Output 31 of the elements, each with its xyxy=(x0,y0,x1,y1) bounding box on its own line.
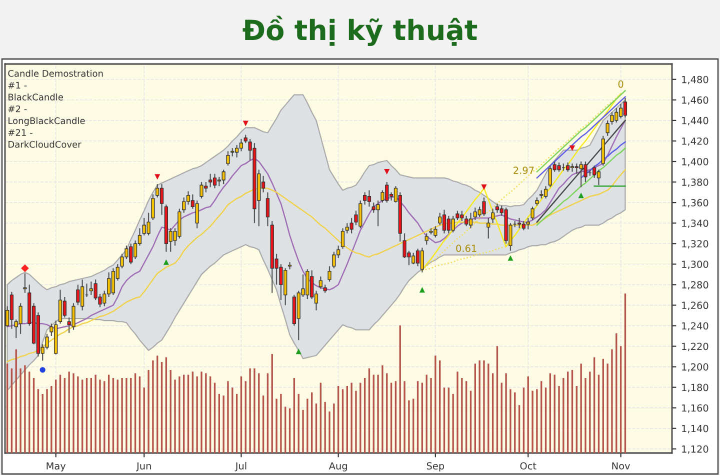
y-tick-label: 1,180 xyxy=(682,384,708,392)
x-tick-label: Sep xyxy=(426,462,444,472)
y-tick-label: 1,340 xyxy=(682,220,708,228)
y-tick-label: 1,360 xyxy=(682,199,708,208)
y-tick-label: 1,160 xyxy=(682,404,708,413)
series-label: 2.97 xyxy=(514,166,534,174)
series-label: 0 xyxy=(618,80,624,88)
series-label: 0.61 xyxy=(456,244,476,252)
y-tick-label: 1,220 xyxy=(682,342,708,352)
chart-title: Đồ thị kỹ thuật xyxy=(242,16,478,46)
y-tick-label: 1,280 xyxy=(682,281,708,290)
y-tick-label: 1,320 xyxy=(682,240,708,248)
y-tick-label: 1,200 xyxy=(682,363,708,372)
y-tick-label: 1,380 xyxy=(682,178,708,187)
x-tick-label: Oct xyxy=(520,462,536,470)
x-tick-label: Jul xyxy=(234,462,246,472)
y-tick-label: 1,260 xyxy=(682,302,708,310)
x-tick-label: Jun xyxy=(136,462,151,472)
x-tick-label: Nov xyxy=(612,462,630,470)
annotation: Candle Demostration #1 - BlackCandle #2 - LongBlackCandle #21 - DarkCloudCover xyxy=(8,70,103,148)
y-tick-label: 1,420 xyxy=(682,137,708,146)
y-tick-label: 1,300 xyxy=(682,260,708,269)
y-tick-label: 1,140 xyxy=(682,424,708,434)
y-tick-label: 1,480 xyxy=(682,76,708,84)
y-tick-label: 1,120 xyxy=(682,445,708,454)
y-tick-label: 1,460 xyxy=(682,96,708,105)
x-tick-label: Aug xyxy=(328,462,347,472)
x-tick-label: May xyxy=(46,462,66,472)
y-tick-label: 1,400 xyxy=(682,158,708,166)
y-tick-label: 1,240 xyxy=(682,322,708,331)
y-tick-label: 1,440 xyxy=(682,116,708,126)
